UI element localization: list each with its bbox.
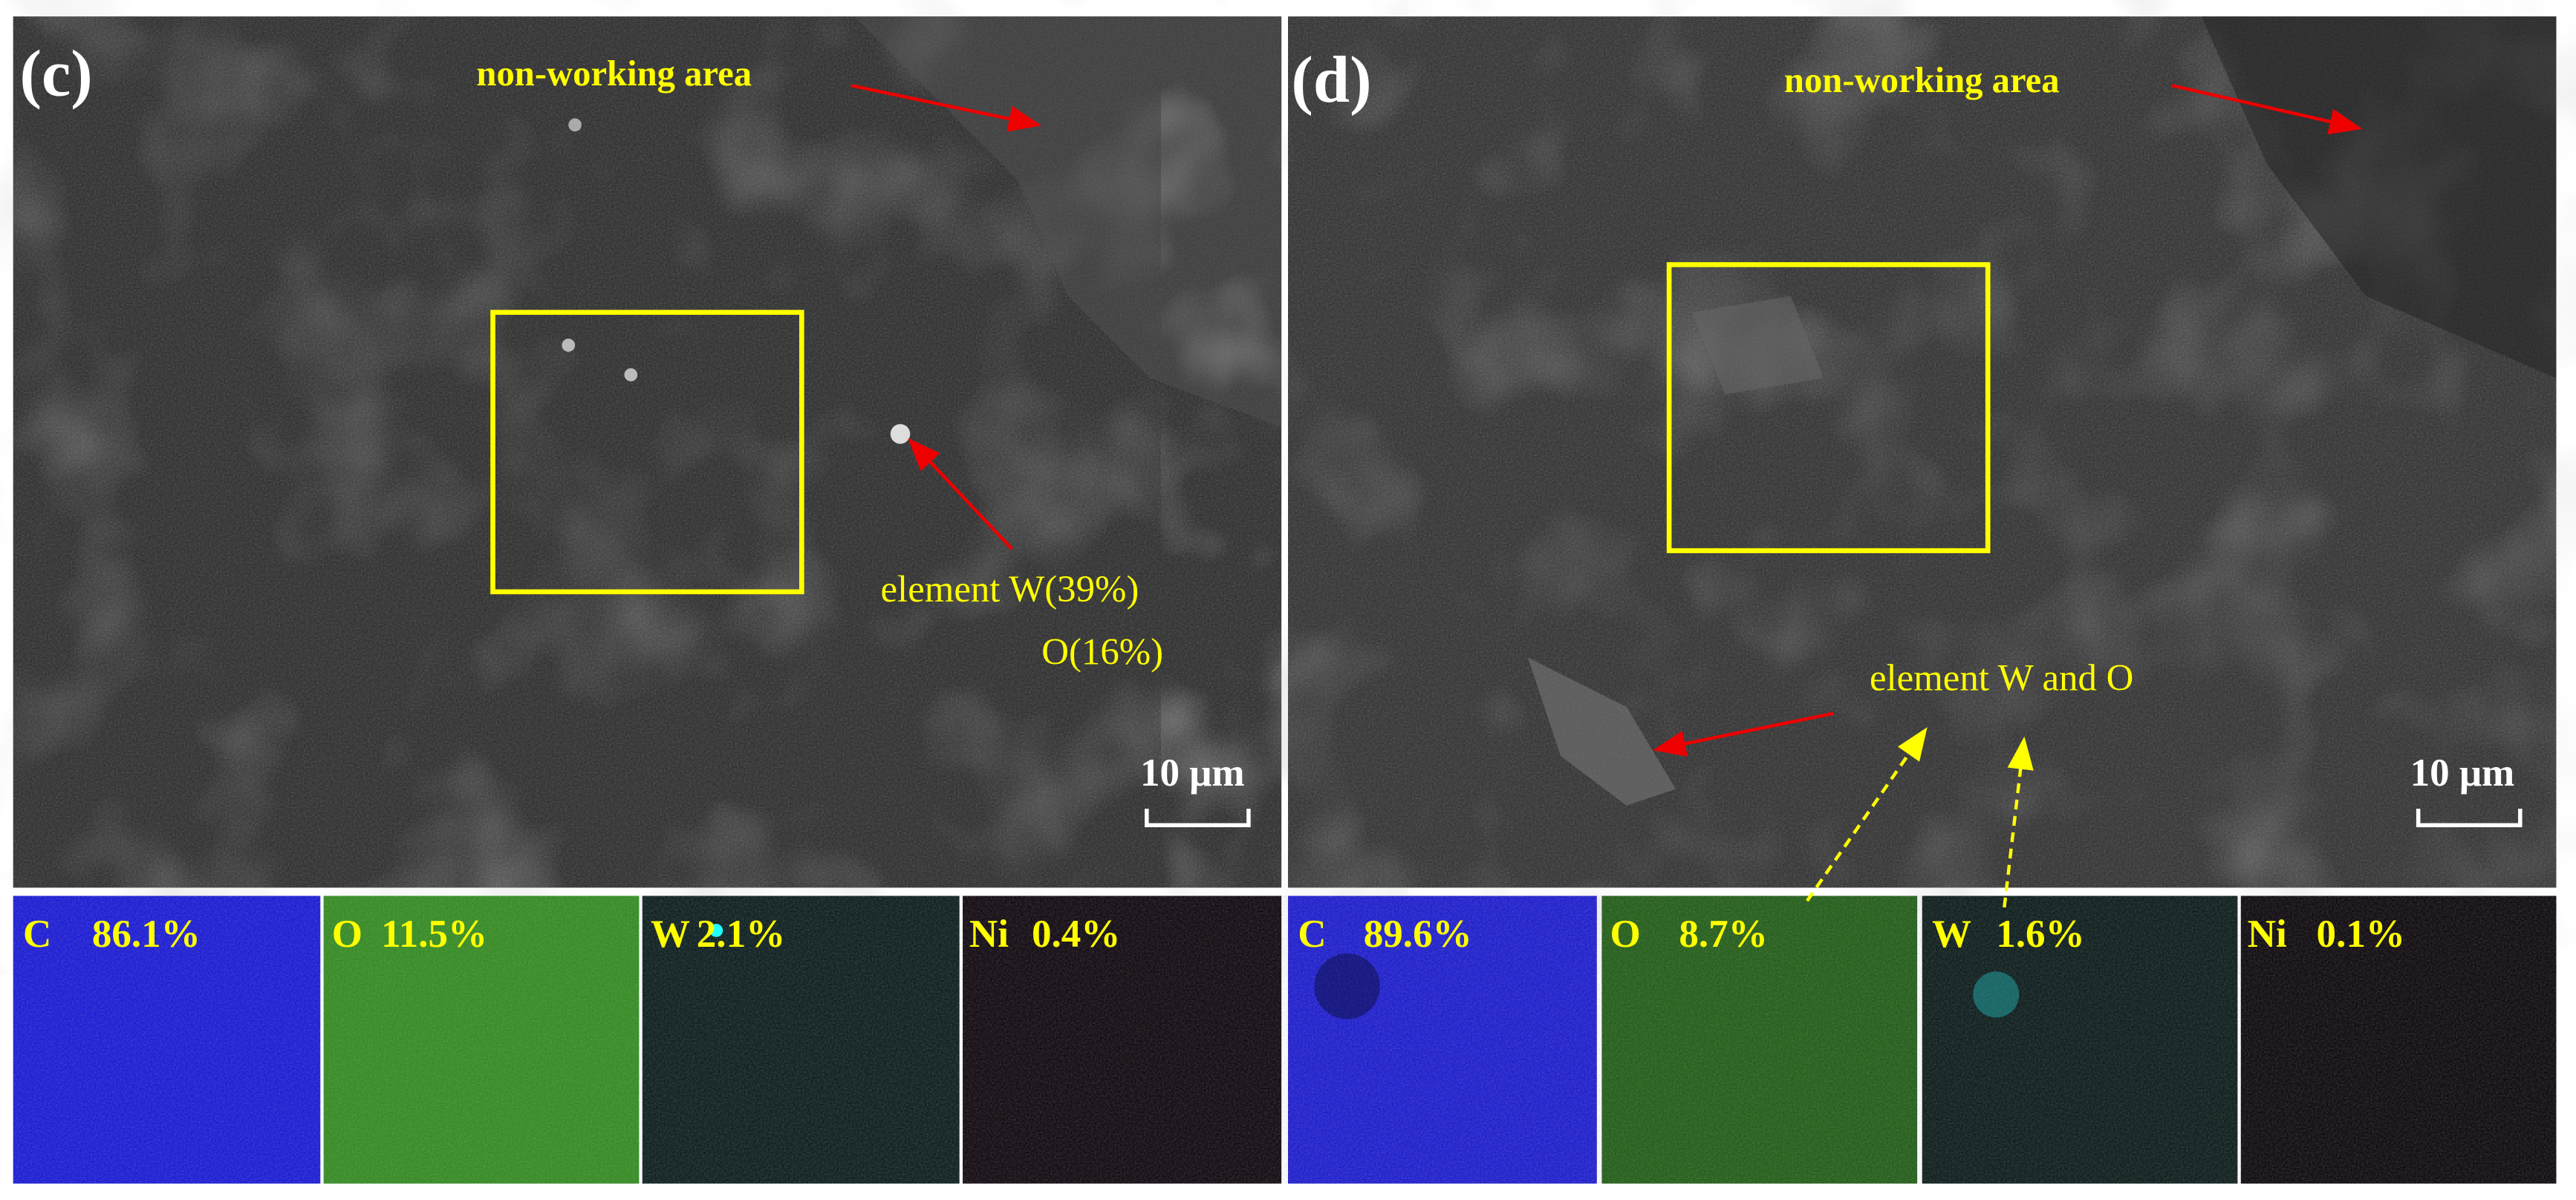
element-symbol: O — [332, 913, 362, 956]
element-percent: 2.1% — [697, 913, 785, 956]
selection-box — [1666, 262, 1991, 553]
element-symbol: C — [1298, 913, 1326, 956]
element-percent: 11.5% — [381, 913, 487, 956]
scale-bar — [1145, 809, 1251, 828]
panel-label: (c) — [20, 37, 93, 110]
element-symbol: W — [651, 913, 690, 956]
scale-label: 10 μm — [1140, 751, 1245, 795]
element-percent: 0.1% — [2317, 913, 2405, 956]
annotation: non-working area — [476, 53, 752, 94]
element-percent: 0.4% — [1032, 913, 1120, 956]
arrow — [1653, 711, 1834, 757]
annotation: element W and O — [1870, 658, 2133, 700]
scale-bar — [2416, 809, 2523, 828]
element-symbol: O — [1610, 913, 1641, 956]
element-symbol: W — [1932, 913, 1971, 956]
arrow — [2171, 83, 2363, 135]
eds-maps — [13, 896, 2557, 1184]
element-symbol: Ni — [2248, 913, 2287, 956]
arrow — [908, 438, 1014, 550]
selection-box — [490, 310, 804, 595]
element-percent: 1.6% — [1996, 913, 2084, 956]
map-labels: C 86.1% O 11.5% W 2.1% Ni 0.4% C 89.6% O 8.7% W 1.6% N… — [23, 913, 2405, 956]
element-percent: 89.6% — [1364, 913, 1472, 956]
sem-image-d — [1288, 16, 2557, 888]
element-percent: 86.1% — [92, 913, 201, 956]
element-symbol: C — [23, 913, 51, 956]
scale-label: 10 μm — [2410, 751, 2515, 795]
sem-image-c — [13, 16, 1282, 888]
annotation: non-working area — [1784, 60, 2060, 100]
dashed-arrow — [1806, 727, 1928, 902]
arrow — [850, 83, 1042, 132]
element-symbol: Ni — [969, 913, 1009, 956]
dashed-arrow — [2003, 736, 2034, 908]
annotation: O(16%) — [1041, 631, 1163, 673]
annotation: element W(39%) — [880, 569, 1139, 610]
panel-label: (d) — [1291, 44, 1371, 117]
element-percent: 8.7% — [1679, 913, 1767, 956]
